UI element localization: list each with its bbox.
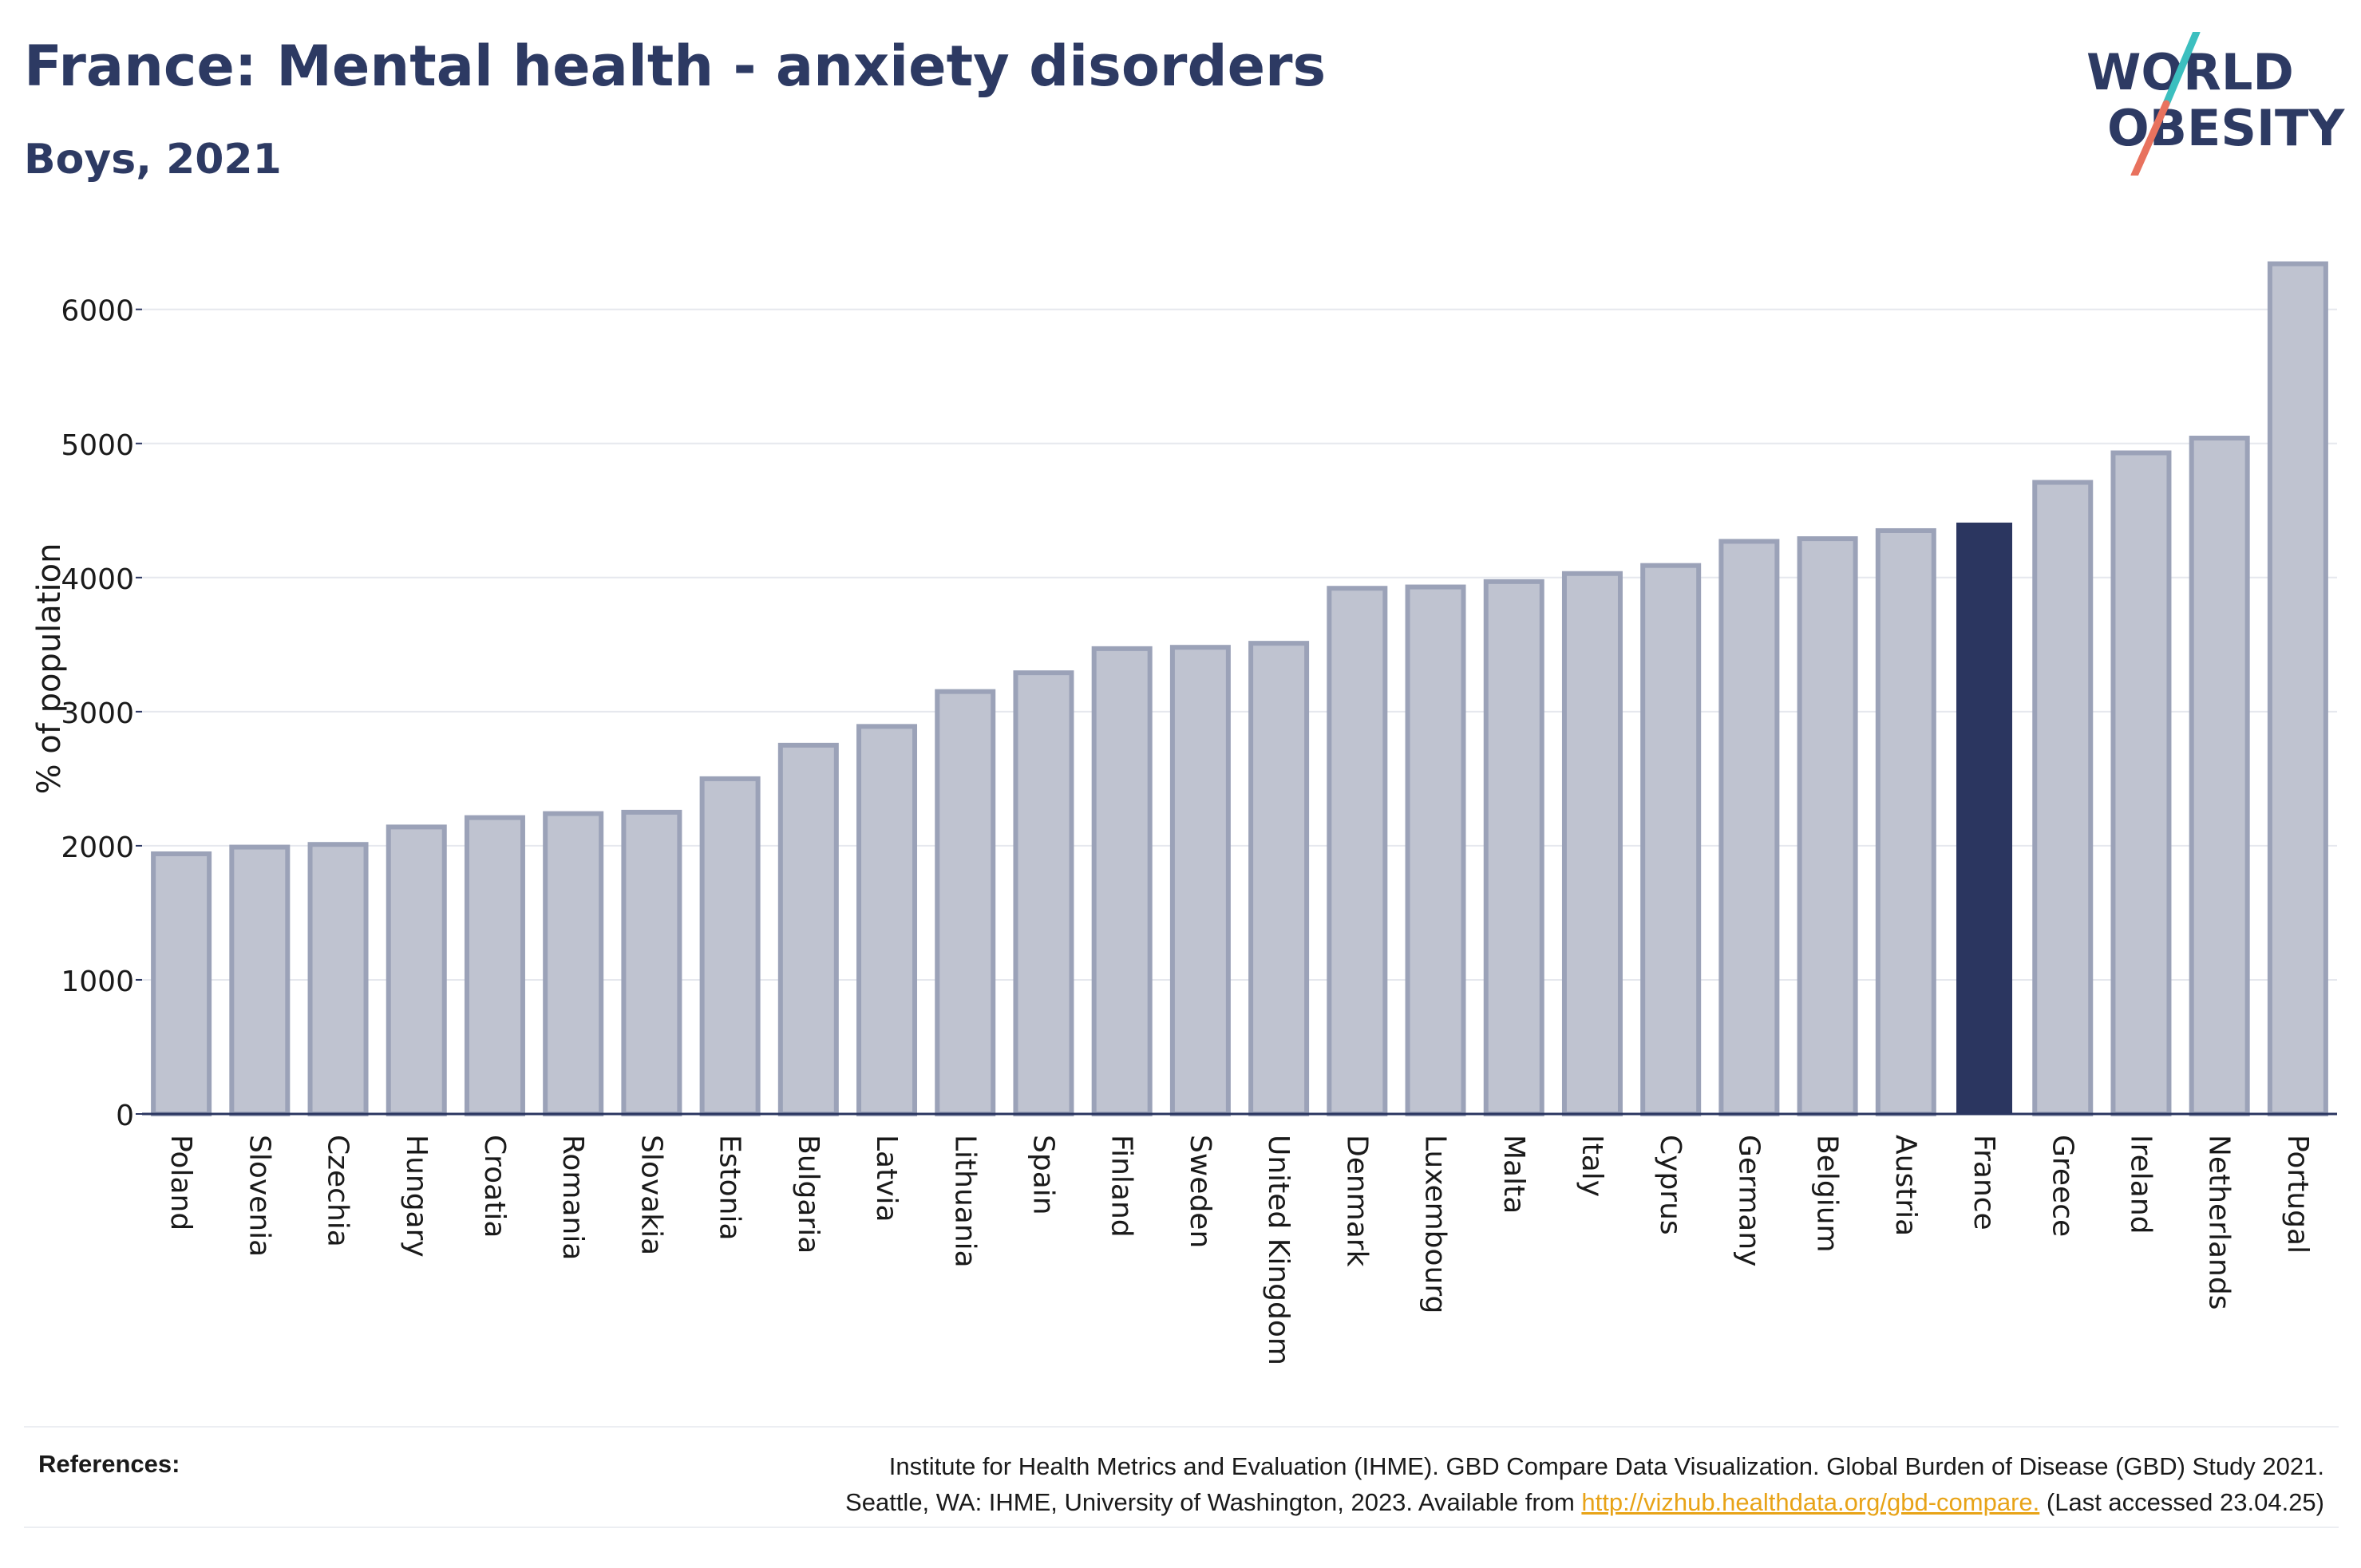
- bar: [543, 811, 604, 1116]
- x-tick-label: Slovakia: [635, 1135, 667, 1255]
- y-tick-label: 4000: [61, 563, 134, 596]
- x-tick-label: Poland: [164, 1135, 197, 1230]
- x-tick-label: Germany: [1732, 1135, 1765, 1266]
- logo-slash-teal: [2162, 32, 2201, 108]
- bar: [2267, 261, 2328, 1116]
- x-tick-label: Austria: [1889, 1135, 1922, 1236]
- x-tick-label: Ireland: [2124, 1135, 2157, 1234]
- references-line2-prefix: Seattle, WA: IHME, University of Washing…: [845, 1488, 1582, 1516]
- bar: [1718, 539, 1780, 1116]
- bar: [2032, 480, 2094, 1116]
- y-tick-label: 0: [116, 1100, 134, 1132]
- y-tick-label: 3000: [61, 697, 134, 730]
- references-label: References:: [38, 1450, 180, 1478]
- x-tick-label: United Kingdom: [1262, 1135, 1295, 1365]
- bar-highlight: [1956, 522, 2013, 1114]
- references-link[interactable]: http://vizhub.healthdata.org/gbd-compare…: [1581, 1488, 2040, 1516]
- y-axis-label: % of population: [31, 543, 68, 795]
- references-text: Institute for Health Metrics and Evaluat…: [488, 1448, 2324, 1520]
- bar: [229, 844, 291, 1116]
- world-obesity-logo: WORLD OBESITY: [2086, 32, 2345, 176]
- x-tick-label: Bulgaria: [792, 1135, 825, 1254]
- bar: [856, 724, 918, 1116]
- x-tick-label: Luxembourg: [1419, 1135, 1452, 1313]
- x-tick-label: Croatia: [478, 1135, 511, 1238]
- bar: [1405, 584, 1466, 1116]
- x-tick-label: Malta: [1497, 1135, 1530, 1214]
- x-tick-label: Czechia: [322, 1135, 354, 1247]
- y-tick-label: 6000: [61, 295, 134, 328]
- bar: [1169, 645, 1231, 1116]
- logo-slash-red: [2130, 100, 2170, 176]
- bar: [151, 851, 212, 1117]
- bar: [1013, 670, 1074, 1116]
- x-tick-label: Cyprus: [1654, 1135, 1687, 1235]
- x-tick-label: Denmark: [1340, 1135, 1373, 1267]
- y-tick-label: 5000: [61, 429, 134, 462]
- bar: [1561, 571, 1623, 1116]
- bar: [2189, 436, 2250, 1116]
- x-tick-label: Belgium: [1811, 1135, 1844, 1253]
- references-box: References: Institute for Health Metrics…: [24, 1426, 2339, 1528]
- references-line2-suffix: (Last accessed 23.04.25): [2039, 1488, 2324, 1516]
- bar: [386, 824, 447, 1117]
- x-tick-label: Lithuania: [948, 1135, 981, 1268]
- bar: [1248, 641, 1310, 1116]
- x-tick-label: Greece: [2046, 1135, 2078, 1237]
- bar: [464, 815, 525, 1116]
- bar: [1327, 586, 1388, 1116]
- bars: [151, 261, 2328, 1117]
- y-tick-label: 2000: [61, 831, 134, 864]
- bar-chart: 0 1000 2000 3000 4000 5000 6000 Poland Slovenia C…: [31, 261, 2337, 1365]
- bar: [1875, 527, 1936, 1116]
- x-tick-label: Italy: [1576, 1135, 1608, 1197]
- x-tick-label: Spain: [1026, 1135, 1059, 1215]
- bar: [307, 842, 369, 1116]
- y-tick-label: 1000: [61, 966, 134, 998]
- bar: [777, 742, 839, 1116]
- x-tick-label: Netherlands: [2203, 1135, 2236, 1309]
- x-tick-label: Romania: [556, 1135, 589, 1260]
- x-tick-label: Hungary: [400, 1135, 433, 1258]
- bar: [1640, 563, 1702, 1116]
- x-tick-label: France: [1968, 1135, 2000, 1230]
- bar: [935, 689, 996, 1116]
- chart-subtitle: Boys, 2021: [24, 136, 282, 184]
- x-tick-label: Finland: [1105, 1135, 1138, 1238]
- bar: [699, 776, 761, 1116]
- bar: [1091, 646, 1153, 1116]
- bar: [1483, 579, 1544, 1116]
- bar: [621, 809, 682, 1116]
- bar: [1797, 536, 1858, 1116]
- x-tick-label: Portugal: [2281, 1135, 2314, 1254]
- references-line1: Institute for Health Metrics and Evaluat…: [888, 1452, 2324, 1480]
- x-tick-label: Slovenia: [243, 1135, 275, 1257]
- x-tick-label: Estonia: [714, 1135, 746, 1241]
- x-tick-label: Latvia: [870, 1135, 903, 1222]
- chart-title: France: Mental health - anxiety disorder…: [24, 34, 1327, 99]
- x-tick-label: Sweden: [1184, 1135, 1216, 1248]
- axes: 0 1000 2000 3000 4000 5000 6000 Poland Slovenia C…: [61, 295, 2337, 1365]
- bar: [2110, 450, 2172, 1116]
